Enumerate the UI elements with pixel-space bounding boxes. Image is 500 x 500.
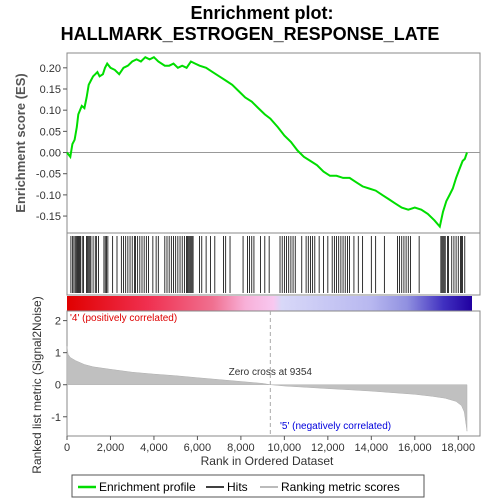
x-tick-label: 6,000	[184, 442, 212, 454]
es-y-tick-label: -0.15	[36, 211, 61, 223]
es-y-tick-label: 0.00	[40, 148, 61, 160]
es-panel: -0.15 -0.10 -0.05 0.00 0.05 0.10 0.15 0.20 Enri…	[13, 52, 481, 234]
x-tick-label: 14,000	[354, 442, 388, 454]
hits-panel	[66, 232, 481, 296]
hits-frame	[66, 232, 481, 296]
chart-subtitle: HALLMARK_ESTROGEN_RESPONSE_LATE	[61, 24, 440, 44]
legend-box	[71, 474, 425, 498]
rank-y-tick-label: -1	[51, 412, 61, 424]
rank-y-tick-label: 1	[55, 348, 61, 360]
enrichment-profile-line	[66, 55, 468, 229]
x-tick-label: 0	[64, 442, 70, 454]
rank-y-tick-label: 2	[55, 316, 61, 328]
rank-y-axis-label: Ranked list metric (Signal2Noise)	[30, 296, 44, 473]
x-axis-label: Rank in Ordered Dataset	[201, 454, 334, 468]
x-tick-label: 16,000	[398, 442, 432, 454]
es-y-tick-label: -0.10	[36, 190, 61, 202]
es-y-tick-label: 0.05	[40, 126, 61, 138]
legend-label-hits: Hits	[227, 480, 248, 494]
x-tick-label: 12,000	[311, 442, 345, 454]
negative-correlation-label: '5' (negatively correlated)	[280, 421, 391, 432]
es-y-tick-label: -0.05	[36, 169, 61, 181]
es-y-tick-label: 0.15	[40, 84, 61, 96]
legend: Enrichment profile Hits Ranking metric s…	[71, 474, 425, 498]
x-tick-label: 8,000	[227, 442, 255, 454]
x-tick-label: 4,000	[140, 442, 168, 454]
es-y-tick-label: 0.20	[40, 63, 61, 75]
es-plot-frame	[66, 52, 481, 234]
es-y-tick-label: 0.10	[40, 105, 61, 117]
rank-color-bar	[67, 296, 472, 311]
es-y-axis-label: Enrichment score (ES)	[13, 73, 28, 212]
positive-correlation-label: '4' (positively correlated)	[70, 313, 177, 324]
legend-label-ranking: Ranking metric scores	[281, 480, 400, 494]
legend-label-enrichment: Enrichment profile	[99, 480, 196, 494]
chart-title: Enrichment plot:	[191, 3, 334, 23]
rank-y-tick-label: 0	[55, 380, 61, 392]
x-tick-label: 18,000	[441, 442, 475, 454]
x-tick-label: 2,000	[97, 442, 125, 454]
zero-cross-label: Zero cross at 9354	[229, 367, 313, 378]
rank-metric-panel: -1 0 1 2 0 2,000 4,000 6,000 8,000 10,000 12,000 1…	[30, 296, 481, 474]
x-tick-label: 10,000	[268, 442, 302, 454]
